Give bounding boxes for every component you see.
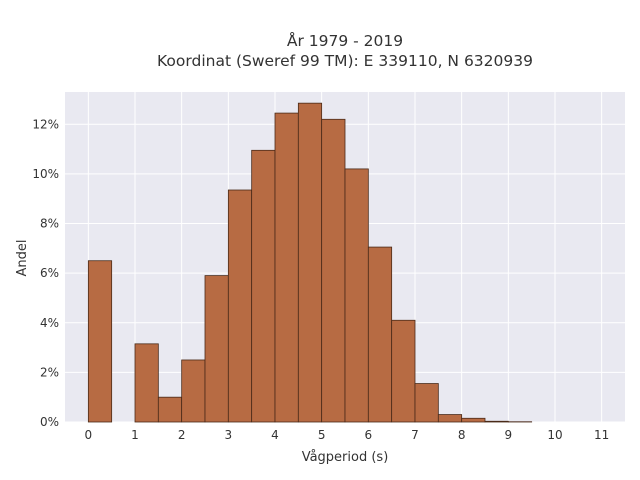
x-tick-label: 11 <box>594 428 609 442</box>
bar <box>134 343 159 423</box>
bar <box>204 275 229 423</box>
bar <box>181 359 206 423</box>
y-tick-label: 8% <box>40 217 59 231</box>
bar <box>391 319 416 423</box>
bar <box>484 420 509 423</box>
chart-title-line2: Koordinat (Sweref 99 TM): E 339110, N 63… <box>157 52 533 70</box>
y-axis-label: Andel <box>15 240 30 277</box>
x-tick-label: 5 <box>318 428 326 442</box>
bar <box>274 112 299 423</box>
x-tick-label: 3 <box>225 428 233 442</box>
x-tick-label: 6 <box>365 428 373 442</box>
y-tick-label: 4% <box>40 316 59 330</box>
bars <box>87 102 533 423</box>
x-tick-label: 1 <box>131 428 139 442</box>
chart-title-line1: År 1979 - 2019 <box>287 31 403 50</box>
y-tick-labels: 0% 2% 4% 6% 8% 10% 12% <box>32 117 59 429</box>
y-tick-label: 12% <box>32 117 59 131</box>
bar <box>414 383 439 423</box>
x-tick-label: 9 <box>505 428 513 442</box>
x-tick-labels: 0 1 2 3 4 5 6 7 8 9 10 11 <box>85 428 610 442</box>
bar <box>157 396 183 423</box>
x-tick-label: 7 <box>411 428 419 442</box>
bar <box>344 168 369 423</box>
x-tick-label: 8 <box>458 428 466 442</box>
bar <box>87 260 113 423</box>
bar <box>297 102 323 423</box>
y-tick-label: 2% <box>40 365 59 379</box>
x-axis-label: Vågperiod (s) <box>302 450 389 465</box>
x-tick-label: 2 <box>178 428 186 442</box>
bar <box>321 118 346 423</box>
x-tick-label: 10 <box>547 428 562 442</box>
bar <box>251 149 276 423</box>
bar <box>227 189 253 423</box>
y-tick-label: 0% <box>40 415 59 429</box>
x-tick-label: 0 <box>85 428 93 442</box>
x-tick-label: 4 <box>271 428 279 442</box>
bar <box>437 414 463 423</box>
y-tick-label: 10% <box>32 167 59 181</box>
y-tick-label: 6% <box>40 266 59 280</box>
bar <box>367 246 393 423</box>
bar <box>461 417 486 423</box>
x-gridlines <box>87 92 603 422</box>
